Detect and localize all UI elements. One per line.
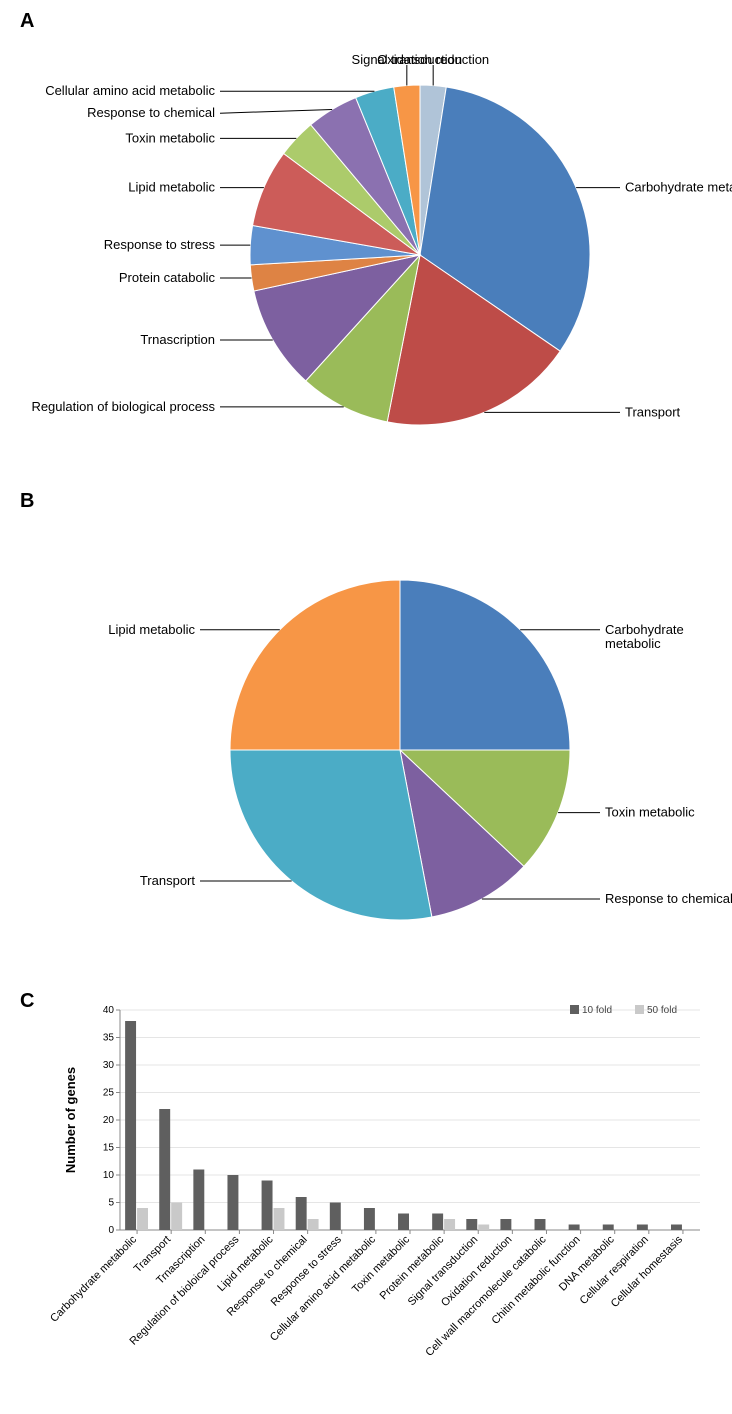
bar [171,1203,182,1231]
y-tick-label: 20 [103,1115,115,1126]
pie-label: Response to chemical [87,105,215,120]
y-tick-label: 15 [103,1143,115,1154]
bar [274,1208,285,1230]
bar [500,1219,511,1230]
pie-label: Regulation of biological process [31,399,215,414]
bar [308,1219,319,1230]
y-tick-label: 40 [103,1005,115,1016]
bar [444,1219,455,1230]
bar [330,1203,341,1231]
bar [296,1197,307,1230]
pie-slice [230,580,400,750]
bar [603,1225,614,1231]
y-tick-label: 35 [103,1033,115,1044]
bar [364,1208,375,1230]
pie-slice [400,580,570,750]
panel-c-label: C [20,990,34,1013]
pie-label: Lipid metabolic [108,622,195,637]
bar [398,1214,409,1231]
pie-slice [230,750,432,920]
bar [159,1109,170,1230]
bar [125,1021,136,1230]
y-axis-title: Number of genes [63,1067,78,1173]
pie-label: Protein catabolic [119,270,216,285]
pie-label: Trnascription [140,332,215,347]
bar [535,1219,546,1230]
bar [137,1208,148,1230]
pie-label: Response to chemical [605,891,732,906]
bar [193,1170,204,1231]
bar [432,1214,443,1231]
bar [478,1225,489,1231]
y-tick-label: 25 [103,1088,115,1099]
y-tick-label: 10 [103,1170,115,1181]
pie-label: Oxidation reduction [377,52,489,67]
pie-label: metabolic [605,636,661,651]
pie-label: Lipid metabolic [128,180,215,195]
pie-label: Carbohydrate metabolic [625,180,732,195]
pie-label: Response to stress [104,237,216,252]
y-tick-label: 30 [103,1060,115,1071]
category-label: Protein metabolic [378,1233,447,1302]
bar [262,1181,273,1231]
bar [569,1225,580,1231]
panel-c-bar-chart: 0 5 10 15 20 25 30 35 40 Number of genes 10 fold 50… [50,1000,710,1400]
legend-label: 10 fold [582,1005,612,1016]
panel-b-pie: Lipid metabolic Transport Carbohydratemeta… [0,505,732,985]
leader-line [220,109,332,113]
pie-label: Transport [625,404,681,419]
legend-label: 50 fold [647,1005,677,1016]
y-tick-label: 5 [108,1198,114,1209]
bar [227,1175,238,1230]
pie-label: Transport [140,873,196,888]
pie-label: Cellular amino acid metabolic [45,83,215,98]
pie-label: Toxin metabolic [605,805,695,820]
category-label: Carbohydrate metabolic [50,1233,140,1324]
y-tick-label: 0 [108,1225,114,1236]
figure-root: A Cellular amino acid metabolicResponse … [0,0,732,1414]
panel-a-pie: Cellular amino acid metabolic Response to… [0,15,732,485]
bar [671,1225,682,1231]
pie-label: Carbohydrate [605,622,684,637]
bar [466,1219,477,1230]
bar [637,1225,648,1231]
pie-label: Toxin metabolic [125,130,215,145]
